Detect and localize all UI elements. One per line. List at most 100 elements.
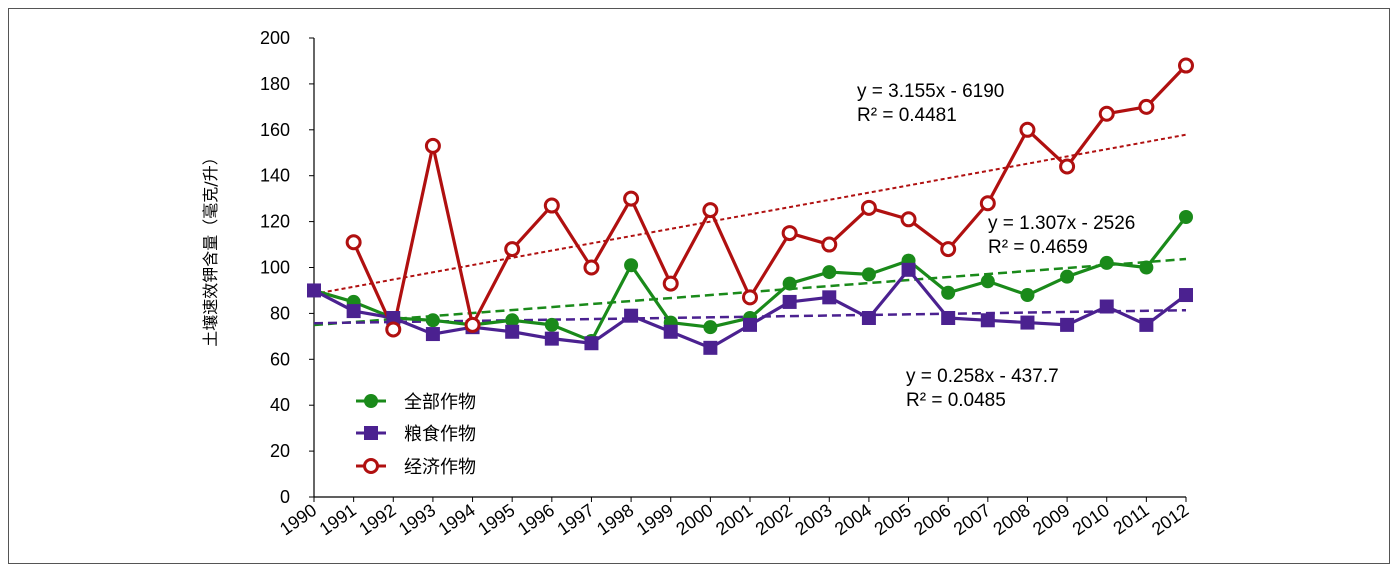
- legend-open-circle-icon: [363, 458, 379, 474]
- data-point-all: [861, 267, 876, 282]
- x-tick-label: 2000: [672, 500, 716, 539]
- legend-square-icon: [364, 426, 378, 440]
- x-tick-label: 1995: [474, 500, 518, 539]
- data-point-all: [544, 317, 559, 332]
- legend-label-all: 全部作物: [404, 392, 476, 413]
- x-tick-label: 1993: [395, 500, 439, 539]
- y-tick-label: 20: [270, 441, 290, 461]
- data-point-grain: [425, 327, 440, 342]
- y-tick-label: 200: [260, 28, 290, 48]
- data-point-grain: [663, 324, 678, 339]
- data-point-grain: [386, 310, 401, 325]
- trend-r2-economic: R² = 0.4481: [857, 105, 957, 126]
- x-tick-label: 1997: [553, 500, 597, 539]
- y-tick-label: 140: [260, 166, 290, 186]
- trend-r2-all: R² = 0.4659: [988, 237, 1088, 258]
- data-point-economic: [662, 275, 679, 292]
- x-tick-label: 2001: [712, 500, 756, 539]
- y-tick-label: 0: [280, 487, 290, 507]
- data-point-grain: [1060, 317, 1075, 332]
- y-tick-label: 80: [270, 303, 290, 323]
- data-point-economic: [424, 137, 441, 154]
- data-point-all: [1060, 269, 1075, 284]
- trend-equation-economic: y = 3.155x - 6190: [857, 81, 1004, 102]
- series-line-2: [352, 64, 1188, 332]
- x-tick-label: 1994: [435, 500, 479, 539]
- data-point-economic: [583, 259, 600, 276]
- data-point-economic: [1138, 98, 1155, 115]
- data-point-grain: [1099, 299, 1114, 314]
- data-point-grain: [980, 313, 995, 328]
- data-point-grain: [544, 331, 559, 346]
- chart-frame: [8, 8, 1390, 564]
- x-tick-label: 2006: [910, 500, 954, 539]
- data-point-economic: [385, 321, 402, 338]
- data-point-all: [980, 274, 995, 289]
- data-point-economic: [1178, 57, 1194, 74]
- data-point-all: [624, 258, 639, 273]
- x-tick-label: 2004: [831, 500, 875, 539]
- x-tick-label: 2007: [950, 500, 994, 539]
- legend-label-economic: 经济作物: [404, 457, 476, 478]
- x-tick-label: 2002: [752, 500, 796, 539]
- series-lines: [313, 64, 1188, 350]
- data-point-economic: [979, 195, 996, 212]
- series-markers: [307, 57, 1194, 355]
- x-tick-label: 1999: [633, 500, 677, 539]
- data-point-grain: [505, 324, 520, 339]
- x-tick-label: 2005: [871, 500, 915, 539]
- data-point-economic: [543, 197, 560, 214]
- trend-equation-grain: y = 0.258x - 437.7: [906, 366, 1059, 387]
- data-point-economic: [742, 289, 758, 306]
- x-tick-label: 1991: [316, 500, 360, 539]
- data-point-all: [782, 276, 797, 291]
- data-point-grain: [1139, 317, 1154, 332]
- data-point-economic: [1098, 105, 1115, 122]
- data-point-economic: [345, 234, 362, 251]
- legend-label-grain: 粮食作物: [404, 424, 476, 445]
- data-point-grain: [1020, 315, 1035, 330]
- data-point-grain: [941, 310, 956, 325]
- data-point-economic: [1059, 158, 1076, 175]
- data-point-economic: [860, 199, 877, 216]
- x-tick-label: 2009: [1029, 500, 1073, 539]
- trend-r2-grain: R² = 0.0485: [906, 390, 1006, 411]
- y-tick-label: 100: [260, 258, 290, 278]
- data-point-grain: [584, 336, 599, 351]
- data-point-all: [505, 313, 520, 328]
- x-tick-label: 2010: [1069, 500, 1113, 539]
- data-point-all: [941, 285, 956, 300]
- x-tick-label: 2003: [791, 500, 835, 539]
- data-point-grain: [346, 304, 361, 319]
- legend-item-all: 全部作物: [356, 392, 476, 413]
- y-tick-label: 60: [270, 349, 290, 369]
- legend-item-grain: 粮食作物: [356, 424, 476, 445]
- data-point-economic: [821, 236, 838, 253]
- data-point-grain: [307, 283, 321, 298]
- y-tick-label: 120: [260, 212, 290, 232]
- data-point-all: [1020, 288, 1035, 303]
- data-point-economic: [1019, 121, 1036, 138]
- y-axis-label: 土壤速效钾含量（毫克/升）: [201, 149, 220, 346]
- data-point-economic: [623, 190, 640, 207]
- legend: 全部作物 粮食作物 经济作物: [356, 392, 476, 478]
- data-point-all: [1099, 255, 1114, 270]
- y-tick-label: 40: [270, 395, 290, 415]
- x-tick-label: 1998: [593, 500, 637, 539]
- data-point-economic: [940, 241, 957, 258]
- data-point-grain: [624, 308, 639, 323]
- data-point-all: [822, 265, 837, 280]
- data-point-economic: [900, 211, 917, 228]
- data-point-grain: [703, 340, 718, 355]
- data-point-all: [425, 313, 440, 328]
- x-tick-label: 2011: [1109, 500, 1152, 539]
- legend-item-economic: 经济作物: [356, 457, 476, 478]
- data-point-all: [703, 320, 718, 335]
- x-tick-label: 1996: [514, 500, 558, 539]
- data-point-grain: [1179, 288, 1193, 303]
- x-tick-label: 2008: [989, 500, 1033, 539]
- data-point-economic: [702, 202, 719, 219]
- data-point-economic: [781, 225, 798, 242]
- y-tick-label: 180: [260, 74, 290, 94]
